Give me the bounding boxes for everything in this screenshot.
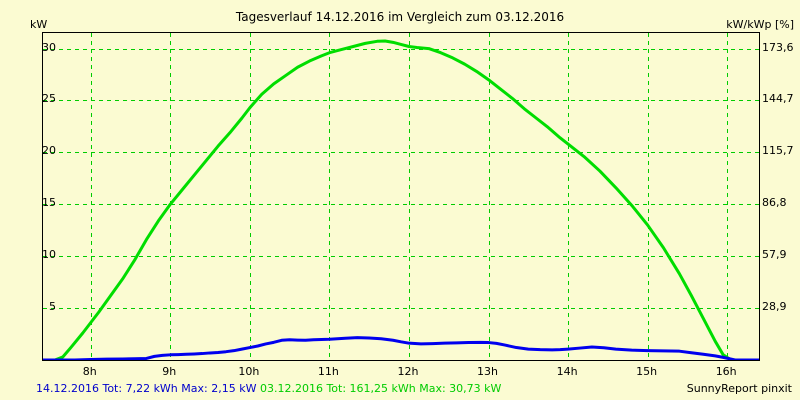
x-tick-label: 8h: [82, 365, 97, 378]
y-tick-label-left: 5: [49, 300, 56, 314]
x-tick-label: 13h: [477, 365, 498, 378]
chart-canvas: [43, 33, 759, 360]
y-tick-label-left: 30: [42, 40, 56, 54]
x-tick-label: 10h: [238, 365, 260, 378]
credit-label: SunnyReport pinxit: [686, 382, 792, 395]
x-tick-label: 15h: [636, 365, 658, 378]
y-tick-label-right: 115,7: [762, 144, 794, 158]
y-gridlines: [43, 49, 759, 309]
y-tick-label-left: 25: [42, 92, 56, 106]
x-tick-label: 9h: [162, 365, 177, 378]
y-tick-label-right: 144,7: [762, 92, 794, 106]
y-tick-label-right: 28,9: [762, 300, 787, 314]
y-tick-label-left: 20: [42, 144, 56, 158]
x-tick-label: 14h: [556, 365, 578, 378]
plot-area: [42, 32, 760, 361]
y-tick-label-right: 86,8: [762, 196, 787, 210]
y-tick-label-left: 10: [42, 248, 56, 262]
x-tick-label: 11h: [317, 365, 339, 378]
y-tick-label-right: 57,9: [762, 248, 787, 262]
legend-item-green: 03.12.2016 Tot: 161,25 kWh Max: 30,73 kW: [259, 382, 502, 395]
x-gridlines: [91, 33, 728, 360]
y-tick-label-left: 15: [42, 196, 56, 210]
data-series-layer: [43, 39, 759, 360]
legend-item-blue: 14.12.2016 Tot: 7,22 kWh Max: 2,15 kW: [36, 382, 257, 395]
left-axis-unit-label: kW: [30, 18, 48, 31]
y-tick-label-right: 173,6: [762, 40, 794, 54]
x-tick-label: 16h: [715, 365, 737, 378]
page-title: Tagesverlauf 14.12.2016 im Vergleich zum…: [235, 10, 565, 24]
right-axis-unit-label: kW/kWp [%]: [726, 18, 794, 31]
series-line: [43, 39, 759, 360]
series-line: [43, 336, 759, 360]
x-tick-label: 12h: [397, 365, 419, 378]
